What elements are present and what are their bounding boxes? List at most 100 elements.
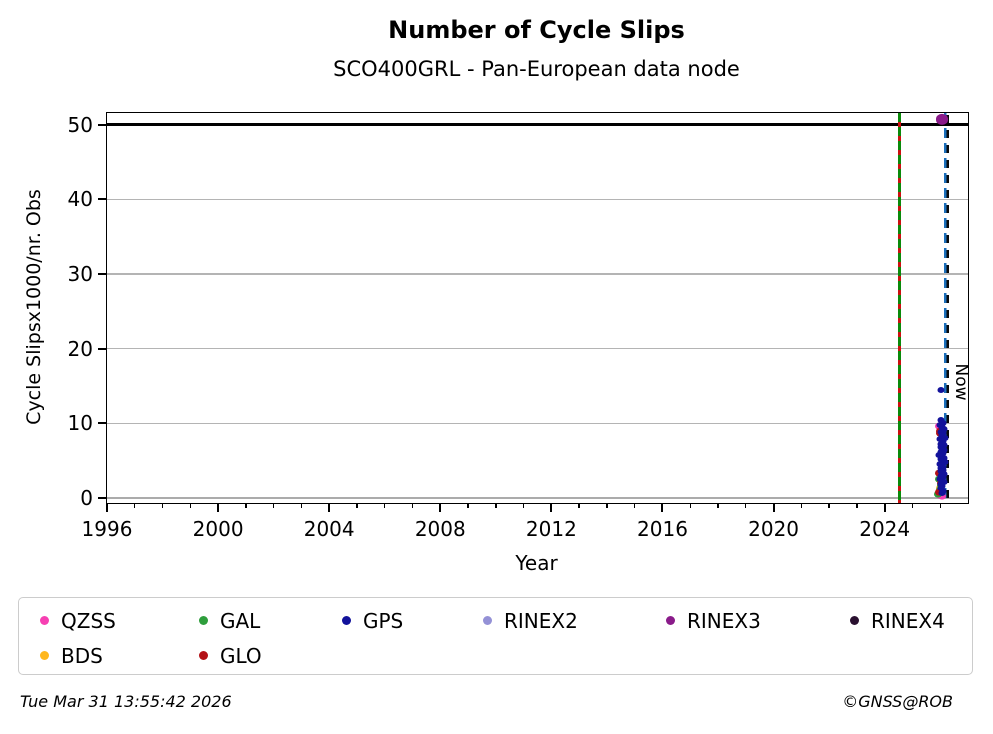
y-tick xyxy=(98,347,107,350)
chart-subtitle: SCO400GRL - Pan-European data node xyxy=(333,57,740,81)
x-tick-major xyxy=(550,503,553,512)
campaign-line xyxy=(898,113,902,503)
x-tick-minor xyxy=(522,503,525,508)
data-point-gps xyxy=(937,386,945,393)
legend-item-bds: BDS xyxy=(33,644,192,668)
y-tick-label: 50 xyxy=(67,112,93,137)
x-tick-minor xyxy=(134,503,136,508)
x-tick-minor xyxy=(495,503,497,508)
legend-label: RINEX4 xyxy=(871,608,945,633)
legend-marker-glo-icon xyxy=(199,651,208,660)
data-point-gps xyxy=(941,434,949,441)
legend-label: RINEX3 xyxy=(687,608,761,633)
now-label: Now xyxy=(950,363,971,401)
legend: QZSS GAL GPS RINEX2 RINEX3 RINEX4 BDS GLO xyxy=(18,597,973,675)
x-tick-minor xyxy=(939,503,941,508)
x-tick-label: 2024 xyxy=(859,517,911,541)
grid-line xyxy=(107,422,968,425)
y-tick-label: 30 xyxy=(67,262,93,286)
x-tick-minor xyxy=(189,503,191,508)
grid-line xyxy=(107,496,968,500)
x-tick-minor xyxy=(856,503,858,508)
y-tick-label: 20 xyxy=(67,336,93,361)
y-tick-label: 0 xyxy=(80,486,93,511)
legend-item-gps: GPS xyxy=(335,609,476,633)
y-tick xyxy=(98,273,107,275)
data-point-gps xyxy=(939,450,947,457)
y-tick-label: 40 xyxy=(67,187,93,212)
chart-title: Number of Cycle Slips xyxy=(388,16,685,44)
legend-label: QZSS xyxy=(61,608,116,633)
x-tick-minor xyxy=(606,503,608,508)
x-tick-minor xyxy=(300,503,303,508)
y-tick-label: 10 xyxy=(67,411,93,436)
legend-label: GAL xyxy=(220,608,261,633)
plot-area: 0 10 20 30 40 50 1996 2000 2004 2008 2012 2016 2020 2… xyxy=(68,112,971,541)
x-tick-minor xyxy=(745,503,747,508)
y-tick xyxy=(98,422,107,425)
y-axis-label: Cycle Slipsx1000/nr. Obs xyxy=(23,189,45,425)
legend-label: GLO xyxy=(220,643,262,668)
x-tick-major xyxy=(661,503,664,512)
x-tick-minor xyxy=(384,503,386,508)
legend-marker-rinex4-icon xyxy=(850,616,859,625)
x-tick-minor xyxy=(272,503,275,508)
grid-line xyxy=(107,348,968,350)
x-tick-label: 2012 xyxy=(525,517,577,541)
x-tick-minor xyxy=(689,503,691,508)
legend-marker-gps-icon xyxy=(342,616,351,625)
x-tick-minor xyxy=(828,503,830,508)
legend-item-qzss: QZSS xyxy=(33,609,192,633)
x-tick-major xyxy=(106,503,108,512)
x-axis-label: Year xyxy=(515,551,558,575)
legend-marker-bds-icon xyxy=(40,651,49,660)
y-tick xyxy=(98,123,107,126)
grid-line xyxy=(107,198,968,200)
x-tick-label: 1996 xyxy=(81,517,133,541)
x-tick-label: 2004 xyxy=(303,517,355,541)
grid-line xyxy=(107,273,968,275)
timestamp-text: Tue Mar 31 13:55:42 2026 xyxy=(20,692,232,711)
threshold-line xyxy=(107,123,968,126)
x-tick-label: 2020 xyxy=(748,517,800,541)
x-tick-major xyxy=(439,503,442,512)
x-tick-minor xyxy=(411,503,414,508)
legend-label: GPS xyxy=(363,608,404,633)
legend-item-gal: GAL xyxy=(192,609,335,633)
x-tick-minor xyxy=(356,503,358,508)
now-line xyxy=(944,113,950,503)
x-tick-minor xyxy=(467,503,469,508)
legend-marker-rinex2-icon xyxy=(483,616,492,625)
x-tick-minor xyxy=(911,503,914,508)
x-tick-major xyxy=(772,503,775,512)
legend-item-glo: GLO xyxy=(192,644,335,668)
x-tick-minor xyxy=(717,503,719,508)
data-point-rinex3 xyxy=(935,114,948,125)
x-tick-label: 2000 xyxy=(192,517,244,541)
legend-marker-gal-icon xyxy=(199,616,208,625)
x-tick-minor xyxy=(634,503,636,508)
data-point-gps xyxy=(938,489,946,496)
legend-label: BDS xyxy=(61,643,103,668)
legend-marker-rinex3-icon xyxy=(666,616,675,625)
legend-item-rinex4: RINEX4 xyxy=(843,609,972,633)
data-point-gps xyxy=(941,459,949,466)
y-tick xyxy=(98,497,107,500)
x-tick-minor xyxy=(578,503,580,508)
data-point-gps xyxy=(940,426,948,433)
y-tick xyxy=(98,198,107,201)
legend-marker-qzss-icon xyxy=(40,616,49,625)
x-tick-minor xyxy=(161,503,164,508)
x-tick-major xyxy=(217,503,220,512)
x-tick-major xyxy=(328,503,331,512)
x-tick-label: 2016 xyxy=(637,517,688,541)
legend-item-rinex2: RINEX2 xyxy=(476,609,659,633)
x-tick-major xyxy=(883,503,886,512)
legend-label: RINEX2 xyxy=(504,608,578,633)
legend-item-rinex3: RINEX3 xyxy=(659,609,843,633)
x-tick-minor xyxy=(800,503,803,508)
x-tick-minor xyxy=(245,503,247,508)
credit-text: ©GNSS@ROB xyxy=(842,692,953,711)
x-tick-label: 2008 xyxy=(414,517,466,541)
